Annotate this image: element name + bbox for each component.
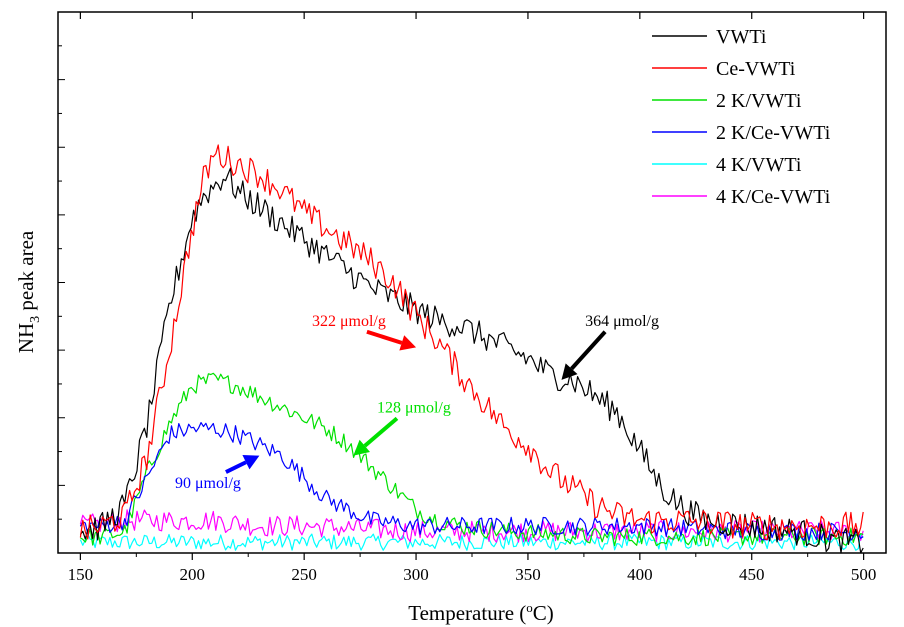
series-line-2-k-ce-vwti xyxy=(79,422,864,541)
x-axis: 150 200 250 300 350 400 450 500 xyxy=(68,12,877,584)
x-tick-label: 450 xyxy=(739,565,765,584)
annotations: 364 μmol/g 322 μmol/g 128 μmol/g 90 μmol/g xyxy=(175,313,659,492)
x-tick-label: 350 xyxy=(515,565,541,584)
legend-label: 4 K/Ce-VWTi xyxy=(716,186,831,208)
legend-label: VWTi xyxy=(716,26,767,48)
legend-label: 4 K/VWTi xyxy=(716,154,802,176)
x-tick-label: 200 xyxy=(180,565,206,584)
annotation-label: 322 μmol/g xyxy=(312,313,386,330)
series-line-4-k-vwti xyxy=(79,533,864,551)
series-line-4-k-ce-vwti xyxy=(79,509,864,543)
legend-label: 2 K/Ce-VWTi xyxy=(716,122,831,144)
legend-label: Ce-VWTi xyxy=(716,58,796,80)
annotation-arrow-shaft xyxy=(570,330,607,371)
y-axis-title: NH3 peak area xyxy=(14,230,43,353)
annotation-label: 364 μmol/g xyxy=(585,313,659,330)
annotation-arrow-head xyxy=(242,455,260,470)
x-tick-label: 500 xyxy=(851,565,877,584)
annotation-label: 90 μmol/g xyxy=(175,475,241,492)
annotation-label: 128 μmol/g xyxy=(377,399,451,416)
y-axis xyxy=(58,11,65,554)
series-line-ce-vwti xyxy=(79,144,864,541)
x-tick-label: 400 xyxy=(627,565,653,584)
legend-label: 2 K/VWTi xyxy=(716,90,802,112)
annotation-arrow-head xyxy=(399,335,417,351)
legend: VWTi Ce-VWTi 2 K/VWTi 2 K/Ce-VWTi 4 K/VWTi 4 … xyxy=(652,26,831,208)
x-axis-title: Temperature (oC) xyxy=(408,600,554,625)
x-tick-label: 150 xyxy=(68,565,94,584)
x-tick-label: 300 xyxy=(403,565,429,584)
annotation-arrow-head xyxy=(561,363,578,380)
x-tick-label: 250 xyxy=(291,565,317,584)
annotation-arrow-shaft xyxy=(363,416,399,448)
series-line-vwti xyxy=(79,167,864,554)
annotation-arrow-shaft xyxy=(366,329,403,345)
annotation-arrow-shaft xyxy=(225,460,247,474)
annotation-arrow-head xyxy=(353,439,370,456)
series-layer xyxy=(79,144,864,554)
